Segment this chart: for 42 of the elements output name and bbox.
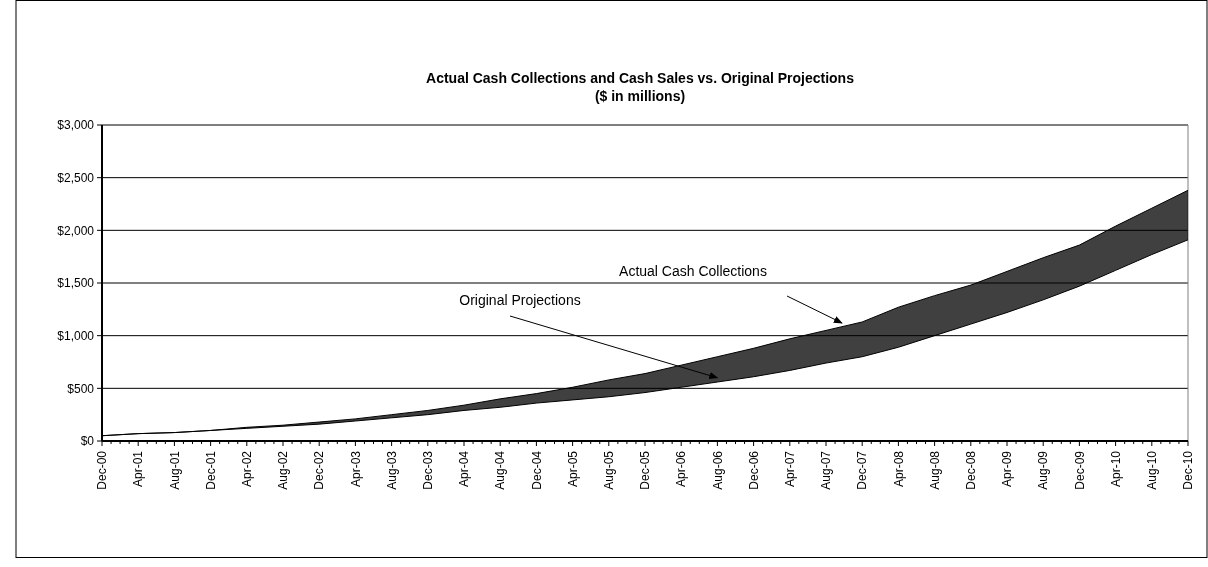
chart-title: Actual Cash Collections and Cash Sales vs. Original Projections	[426, 70, 855, 86]
x-tick-label: Dec-02	[312, 450, 327, 490]
x-tick-label: Aug-02	[276, 450, 291, 490]
annotation: Actual Cash Collections	[619, 263, 767, 279]
x-tick-label: Apr-06	[674, 450, 689, 488]
x-tick-label: Apr-09	[1000, 450, 1015, 488]
x-tick-label: Dec-07	[855, 450, 870, 490]
y-tick-label: $2,500	[57, 170, 95, 185]
x-tick-label: Apr-03	[348, 450, 363, 488]
x-tick-label: Aug-07	[819, 450, 834, 490]
x-tick-label: Apr-07	[783, 450, 797, 488]
y-tick-label: $3,000	[57, 118, 95, 133]
x-tick-label: Dec-04	[529, 450, 544, 490]
x-tick-label: Dec-00	[95, 450, 110, 490]
x-tick-label: Dec-08	[964, 450, 978, 490]
x-tick-label: Apr-08	[891, 450, 906, 488]
x-tick-label: Aug-05	[602, 450, 616, 490]
x-tick-label: Apr-01	[131, 450, 146, 488]
y-tick-label: $2,000	[57, 223, 95, 238]
x-tick-label: Aug-08	[927, 450, 942, 490]
x-tick-label: Apr-04	[457, 450, 472, 488]
y-tick-label: $500	[67, 381, 95, 396]
x-tick-label: Aug-06	[710, 450, 725, 490]
x-tick-label: Aug-10	[1145, 450, 1159, 490]
x-tick-label: Aug-03	[384, 450, 399, 490]
y-tick-label: $0	[80, 434, 95, 449]
x-tick-label: Apr-02	[240, 450, 254, 488]
x-tick-label: Dec-10	[1181, 450, 1196, 490]
x-tick-label: Dec-01	[203, 450, 218, 490]
x-tick-label: Aug-09	[1036, 450, 1051, 490]
x-tick-label: Dec-03	[421, 450, 435, 490]
x-tick-label: Aug-01	[167, 450, 182, 490]
chart-subtitle: ($ in millions)	[594, 88, 686, 104]
x-tick-label: Aug-04	[493, 450, 508, 490]
x-tick-label: Dec-09	[1072, 450, 1087, 490]
y-tick-label: $1,500	[57, 276, 95, 291]
x-tick-label: Apr-05	[565, 450, 580, 488]
y-tick-label: $1,000	[57, 328, 95, 343]
x-tick-label: Dec-06	[746, 450, 761, 490]
annotation: Original Projections	[459, 292, 581, 308]
x-tick-label: Dec-05	[638, 450, 653, 490]
x-tick-label: Apr-10	[1108, 450, 1123, 488]
